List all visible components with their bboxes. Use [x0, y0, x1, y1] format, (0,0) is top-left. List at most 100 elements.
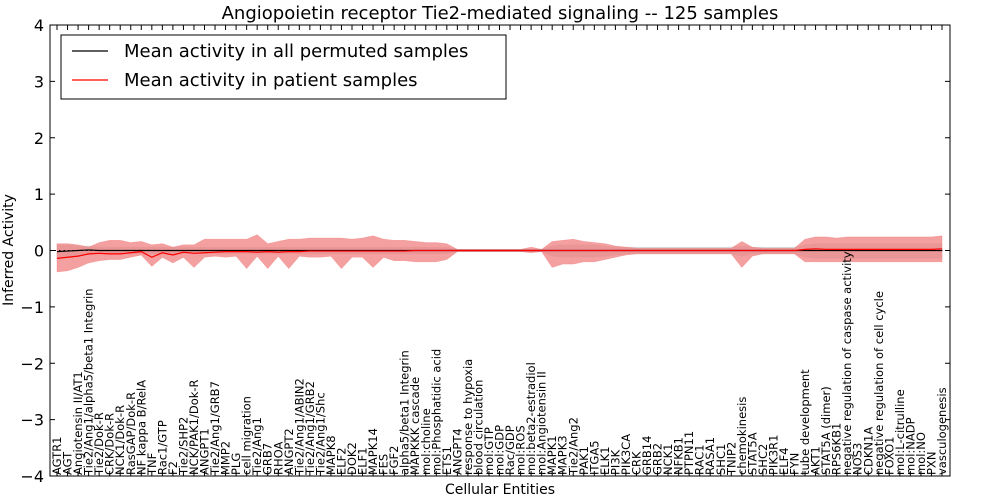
x-tick-label: AGTR1: [50, 437, 64, 476]
x-tick-label: RHOA: [271, 442, 285, 475]
x-tick-label: NCK1/Dok-R: [113, 405, 127, 475]
x-tick-label: negative regulation of caspase activity: [840, 251, 854, 475]
x-tick-label: Rac/GDP: [503, 425, 517, 475]
x-tick-label: PI3K: [608, 449, 622, 475]
x-tick-label: GRB7: [261, 443, 275, 475]
x-tick-label: STAT5A (dimer): [819, 386, 833, 475]
x-tick-label: ANGPT1: [198, 428, 212, 475]
y-tick-label: −3: [20, 411, 44, 430]
x-tick-label: RPS6KB1: [830, 423, 844, 475]
y-axis: −4 −3 −2 −1 0 1 2 3 4: [20, 16, 950, 486]
x-tick-label: response to hypoxia: [461, 359, 475, 475]
x-tick-label: PXN: [924, 452, 938, 475]
x-tick-label: ELF2: [334, 447, 348, 475]
x-tick-label: CRK: [629, 451, 643, 475]
x-tick-label: GRB2: [651, 443, 665, 475]
x-tick-label: mol:choline: [419, 408, 433, 475]
x-tick-label: mol:L-citrulline: [893, 389, 907, 475]
x-tick-label: vasculogenesis: [935, 387, 949, 475]
x-tick-label: Tie2/Ang1/alpha5/beta1 Integrin: [82, 288, 96, 476]
x-tick-label: mol:ROS: [514, 425, 528, 475]
x-tick-label: Rac1/GTP: [155, 420, 169, 475]
x-tick-label: GRB14: [640, 436, 654, 475]
x-tick-label: RASA1: [703, 437, 717, 475]
x-tick-label: MAPKKK cascade: [408, 377, 422, 475]
x-tick-label: tube development: [798, 369, 812, 475]
legend-box: [60, 34, 507, 100]
x-tick-label: FGF2: [387, 446, 401, 475]
x-tick-label: NFKB1: [672, 437, 686, 475]
x-tick-label: MAPK14: [366, 428, 380, 475]
x-tick-label: Tie2/Ang1/ABIN2: [292, 378, 306, 476]
x-tick-label: mol:NADP: [903, 417, 917, 475]
x-tick-label: MMP2: [219, 441, 233, 475]
patient-mean-line: [56, 248, 943, 259]
x-tick-label: Tie2/Ang1/GRB2: [303, 381, 317, 476]
x-tick-label: PLG: [229, 453, 243, 475]
x-tick-label: FES: [377, 454, 391, 475]
x-tick-label: SHC2: [756, 444, 770, 475]
y-tick-label: 3: [34, 72, 44, 91]
x-tick-label: TNIP2: [724, 442, 738, 476]
x-tick-label: Tie2/Ang1: [250, 417, 264, 476]
x-tick-label: MAPK3: [556, 435, 570, 475]
x-tick-label: Angiotensin II/AT1: [71, 371, 85, 475]
chart-title: Angiopoietin receptor Tie2-mediated sign…: [222, 3, 779, 24]
x-tick-label: DOK2: [345, 442, 359, 475]
x-tick-label: mol:NO: [914, 432, 928, 475]
x-tick-label: ITGA5: [587, 440, 601, 475]
x-tick-label: Tie2/Ang1/Shc: [313, 392, 327, 476]
x-tick-label: PIK3R1: [766, 435, 780, 476]
x-tick-label: PAK1: [577, 446, 591, 475]
x-tick-label: FYN: [788, 453, 802, 475]
legend-label-patient: Mean activity in patient samples: [124, 70, 418, 91]
x-tick-label: NOS3: [851, 443, 865, 475]
x-tick-label: ELF4: [777, 447, 791, 475]
x-tick-label: NF kappa B/RelA: [134, 380, 148, 475]
x-tick-label: AKT1: [809, 446, 823, 475]
y-tick-label: 2: [34, 129, 44, 148]
x-tick-label: negative regulation of cell cycle: [872, 291, 886, 475]
x-tick-label: chemokinesis: [735, 397, 749, 475]
x-tick-label: PIK3CA: [619, 434, 633, 475]
x-axis-label: Cellular Entities: [445, 482, 555, 498]
x-tick-label: SHC1: [714, 444, 728, 475]
x-tick-label: Tie2/Ang1/GRB7: [208, 381, 222, 476]
patient-band: [56, 234, 943, 273]
legend: Mean activity in all permuted samples Me…: [60, 34, 507, 100]
x-tick-label: mol:GDP: [493, 425, 507, 475]
x-tick-label: Tie2/Dok-R: [92, 412, 106, 476]
x-tick-label: F2: [166, 461, 180, 475]
x-tick-label: mol:Phosphatidic acid: [429, 349, 443, 475]
x-tick-label: TNF: [145, 453, 159, 476]
x-tick-label: FOXO1: [882, 437, 896, 475]
x-tick-label: NCK1: [661, 444, 675, 476]
x-tick-label: ELF1: [356, 447, 370, 475]
x-tick-label: alpha5/beta1 Integrin: [398, 350, 412, 475]
x-tick-label: RAC1: [693, 444, 707, 475]
x-tick-label: AGT: [61, 451, 75, 475]
y-tick-label: 1: [34, 185, 44, 204]
x-tick-label: mol:Angiotensin II: [535, 371, 549, 475]
x-tick-label: CDKN1A: [861, 427, 875, 475]
y-tick-label: 0: [34, 242, 44, 261]
x-tick-label: RasGAP/Dok-R: [124, 392, 138, 475]
x-tick-label: MAPK1: [545, 435, 559, 475]
y-tick-label: −2: [20, 354, 44, 373]
y-tick-label: −4: [20, 467, 44, 486]
x-tick-label: blood circulation: [471, 380, 485, 475]
x-tick-label: Tie2/Ang2: [566, 417, 580, 476]
x-tick-label: ANGPT4: [450, 428, 464, 475]
x-tick-label: ETS1: [440, 446, 454, 475]
y-axis-label: Inferred Activity: [1, 194, 17, 306]
y-tick-label: 4: [34, 16, 44, 35]
x-tick-label: PTPN11: [682, 431, 696, 475]
x-tick-label: NCK/PAK1/Dok-R: [187, 379, 201, 475]
x-tick-label: MAPK8: [324, 435, 338, 475]
y-tick-label: −1: [20, 298, 44, 317]
legend-label-permuted: Mean activity in all permuted samples: [124, 41, 468, 62]
x-tick-label: STAT5A: [745, 432, 759, 475]
x-tick-label: mol:GTP: [482, 427, 496, 475]
